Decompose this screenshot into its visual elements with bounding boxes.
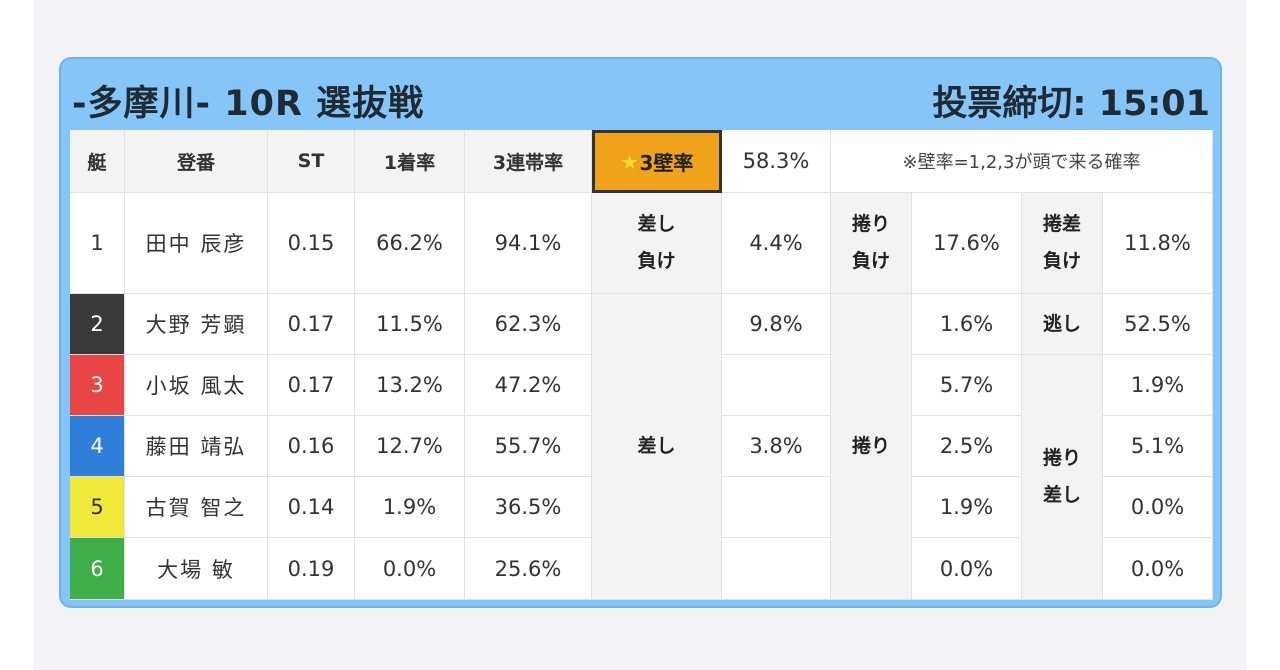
- makurisashi-value-5: 0.0%: [1103, 477, 1213, 538]
- racer-first-rate-5: 1.9%: [355, 477, 465, 538]
- pattern-label-sashi: 差し: [592, 294, 722, 600]
- racer-st-1: 0.15: [268, 193, 355, 294]
- sashi-value-2: 9.8%: [722, 294, 831, 355]
- pattern-label-line: 負け: [637, 250, 676, 272]
- makuri-value-5: 1.9%: [912, 477, 1022, 538]
- col-header-boat: 艇: [70, 130, 125, 193]
- boat-number-2: 2: [70, 294, 125, 355]
- pattern-label-makurisashi-make: 捲差 負け: [1022, 193, 1103, 294]
- racer-trifecta-rate-3: 47.2%: [465, 355, 592, 416]
- racer-first-rate-2: 11.5%: [355, 294, 465, 355]
- pattern-label-line: 負け: [1042, 250, 1081, 272]
- sashi-value-3: [722, 355, 831, 416]
- pattern-label-sashi-make: 差し 負け: [592, 193, 722, 294]
- racer-name-2: 大野 芳顕: [125, 294, 268, 355]
- nige-value: 52.5%: [1103, 294, 1213, 355]
- racer-st-2: 0.17: [268, 294, 355, 355]
- pattern-label-line: 捲り: [851, 213, 890, 235]
- col-header-first-rate: 1着率: [355, 130, 465, 193]
- race-header: -多摩川- 10R 選抜戦 投票締切: 15:01: [61, 59, 1220, 129]
- race-table: 艇 登番 ST 1着率 3連帯率 ★ 3壁率 58.3% ※壁率=1,2,3が頭で…: [70, 130, 1213, 600]
- racer-first-rate-4: 12.7%: [355, 416, 465, 477]
- racer-trifecta-rate-5: 36.5%: [465, 477, 592, 538]
- makuri-value-3: 5.7%: [912, 355, 1022, 416]
- pattern-label-line: 差し: [1042, 484, 1081, 506]
- boat-number-5: 5: [70, 477, 125, 538]
- page-margin-right: [1246, 0, 1280, 670]
- race-card: -多摩川- 10R 選抜戦 投票締切: 15:01 艇 登番 ST 1着率 3連…: [59, 57, 1222, 608]
- makurisashi-value-6: 0.0%: [1103, 538, 1213, 600]
- racer-first-rate-3: 13.2%: [355, 355, 465, 416]
- pattern-label-makuri: 捲り: [831, 294, 912, 600]
- col-header-st: ST: [268, 130, 355, 193]
- sashi-make-value: 4.4%: [722, 193, 831, 294]
- wall-rate-value: 58.3%: [722, 130, 831, 193]
- racer-trifecta-rate-4: 55.7%: [465, 416, 592, 477]
- racer-st-4: 0.16: [268, 416, 355, 477]
- pattern-label-line: 差し: [637, 213, 676, 235]
- makuri-make-value: 17.6%: [912, 193, 1022, 294]
- racer-first-rate-6: 0.0%: [355, 538, 465, 600]
- wall-rate-note: ※壁率=1,2,3が頭で来る確率: [831, 130, 1213, 193]
- star-icon: ★: [620, 149, 639, 174]
- makuri-value-4: 2.5%: [912, 416, 1022, 477]
- makuri-value-2: 1.6%: [912, 294, 1022, 355]
- sashi-value-4: 3.8%: [722, 416, 831, 477]
- racer-first-rate-1: 66.2%: [355, 193, 465, 294]
- pattern-label-line: 捲り: [1042, 447, 1081, 469]
- wall-rate-label: 3壁率: [639, 151, 694, 175]
- boat-number-4: 4: [70, 416, 125, 477]
- vote-deadline: 投票締切: 15:01: [932, 84, 1210, 124]
- boat-number-3: 3: [70, 355, 125, 416]
- racer-trifecta-rate-2: 62.3%: [465, 294, 592, 355]
- racer-trifecta-rate-1: 94.1%: [465, 193, 592, 294]
- pattern-label-makurisashi: 捲り 差し: [1022, 355, 1103, 600]
- boat-number-1: 1: [70, 193, 125, 294]
- pattern-label-nige: 逃し: [1022, 294, 1103, 355]
- col-header-register: 登番: [125, 130, 268, 193]
- makurisashi-value-4: 5.1%: [1103, 416, 1213, 477]
- racer-name-4: 藤田 靖弘: [125, 416, 268, 477]
- pattern-label-line: 負け: [851, 250, 890, 272]
- wall-rate-header: ★ 3壁率: [592, 130, 722, 193]
- page-margin-left: [0, 0, 34, 670]
- racer-name-3: 小坂 風太: [125, 355, 268, 416]
- pattern-label-line: 捲差: [1042, 213, 1081, 235]
- makurisashi-make-value: 11.8%: [1103, 193, 1213, 294]
- makuri-value-6: 0.0%: [912, 538, 1022, 600]
- racer-st-6: 0.19: [268, 538, 355, 600]
- racer-st-5: 0.14: [268, 477, 355, 538]
- racer-st-3: 0.17: [268, 355, 355, 416]
- sashi-value-5: [722, 477, 831, 538]
- race-title: -多摩川- 10R 選抜戦: [72, 84, 425, 124]
- racer-name-6: 大場 敏: [125, 538, 268, 600]
- racer-name-1: 田中 辰彦: [125, 193, 268, 294]
- makurisashi-value-3: 1.9%: [1103, 355, 1213, 416]
- pattern-label-makuri-make: 捲り 負け: [831, 193, 912, 294]
- racer-name-5: 古賀 智之: [125, 477, 268, 538]
- col-header-trifecta-rate: 3連帯率: [465, 130, 592, 193]
- racer-trifecta-rate-6: 25.6%: [465, 538, 592, 600]
- sashi-value-6: [722, 538, 831, 600]
- boat-number-6: 6: [70, 538, 125, 600]
